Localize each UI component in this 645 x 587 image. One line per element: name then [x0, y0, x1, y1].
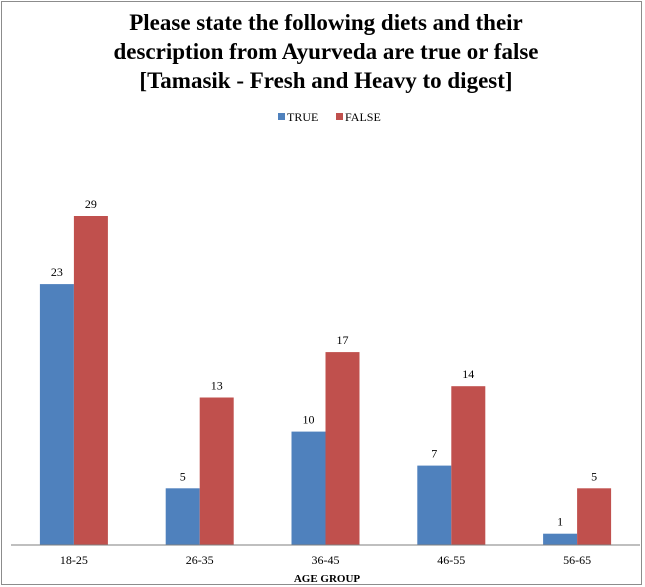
- data-label-true-36-45: 10: [303, 413, 315, 427]
- bar-false-36-45: [325, 352, 360, 545]
- bar-true-26-35: [165, 488, 200, 545]
- x-tick-labels: 18-25 26-35 36-45 46-55 56-65: [60, 553, 591, 567]
- data-label-false-56-65: 5: [591, 469, 597, 483]
- x-tick-label-18-25: 18-25: [60, 553, 88, 567]
- data-label-false-36-45: 17: [337, 333, 349, 347]
- bar-false-18-25: [73, 216, 108, 545]
- bar-false-56-65: [577, 488, 612, 545]
- data-label-false-26-35: 13: [211, 379, 223, 393]
- data-label-true-26-35: 5: [180, 469, 186, 483]
- chart-title-line-2: description from Ayurveda are true or fa…: [113, 39, 538, 64]
- bar-false-46-55: [451, 386, 486, 545]
- legend-label-true: TRUE: [287, 110, 318, 124]
- data-label-true-18-25: 23: [51, 265, 63, 279]
- legend: TRUE FALSE: [278, 110, 381, 124]
- bar-true-46-55: [417, 465, 452, 545]
- data-label-false-46-55: 14: [462, 367, 474, 381]
- legend-swatch-false: [336, 113, 343, 120]
- legend-label-false: FALSE: [345, 110, 381, 124]
- x-tick-label-26-35: 26-35: [186, 553, 214, 567]
- data-label-false-18-25: 29: [85, 197, 97, 211]
- chart-title-line-3: [Tamasik - Fresh and Heavy to digest]: [139, 68, 512, 93]
- bars-group: [39, 216, 612, 546]
- x-axis-title: AGE GROUP: [294, 573, 361, 585]
- bar-true-18-25: [39, 284, 74, 545]
- bar-true-56-65: [543, 533, 578, 545]
- chart-title-line-1: Please state the following diets and the…: [129, 10, 523, 35]
- data-labels-group: 23 29 5 13 10 17 7 14 1 5: [51, 197, 597, 529]
- x-tick-label-36-45: 36-45: [312, 553, 340, 567]
- x-tick-label-56-65: 56-65: [563, 553, 591, 567]
- bar-false-26-35: [199, 397, 234, 545]
- data-label-true-46-55: 7: [431, 447, 437, 461]
- x-tick-label-46-55: 46-55: [437, 553, 465, 567]
- data-label-true-56-65: 1: [557, 515, 563, 529]
- bar-true-36-45: [291, 431, 326, 546]
- chart-title: Please state the following diets and the…: [113, 10, 538, 93]
- legend-swatch-true: [278, 113, 285, 120]
